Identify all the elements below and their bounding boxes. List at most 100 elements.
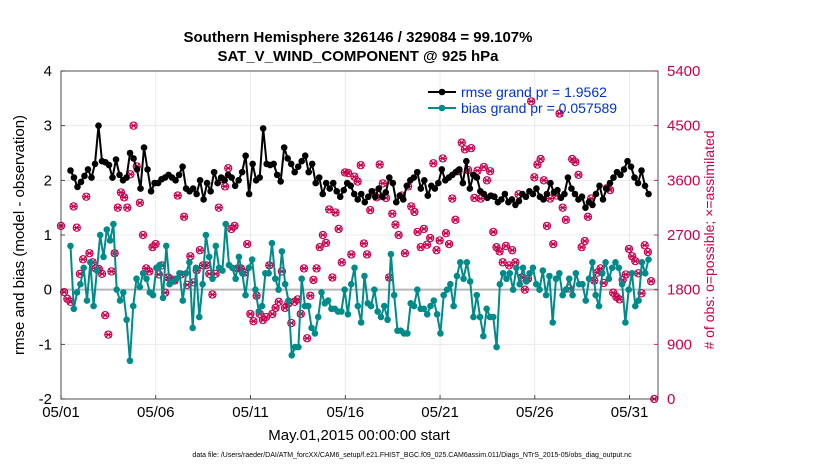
y-tick-label: 4 xyxy=(44,63,52,80)
obs-count-point xyxy=(391,220,400,229)
bias-point xyxy=(265,269,272,277)
rmse-point xyxy=(501,190,509,198)
bias-point xyxy=(595,302,603,310)
obs-count-point xyxy=(356,160,365,170)
obs-count-point xyxy=(571,157,580,167)
obs-count-point xyxy=(419,224,429,234)
obs-count-point xyxy=(378,179,387,188)
bias-point xyxy=(589,259,596,266)
bias-point xyxy=(162,242,170,250)
rmse-point xyxy=(463,157,470,165)
bias-point xyxy=(463,259,471,266)
rmse-point xyxy=(368,187,376,195)
bias-point xyxy=(139,269,147,277)
legend-bias-label: bias grand pr = 0.057589 xyxy=(461,100,617,116)
rmse-point xyxy=(361,198,369,206)
x-tick-label: 05/11 xyxy=(232,404,268,421)
bias-point xyxy=(156,261,163,269)
x-tick-label: 05/01 xyxy=(42,404,80,421)
bias-point xyxy=(539,267,547,274)
obs-count-point xyxy=(173,191,182,200)
bias-point xyxy=(410,302,418,310)
rmse-point xyxy=(491,193,498,201)
obs-count-point xyxy=(558,203,567,212)
bias-point xyxy=(347,280,355,288)
rmse-point xyxy=(617,171,624,179)
obs-count-point xyxy=(501,241,511,251)
rmse-point xyxy=(95,122,102,129)
rmse-point xyxy=(109,174,116,181)
obs-count-point xyxy=(410,207,419,217)
obs-count-point xyxy=(151,239,160,249)
obs-count-point xyxy=(394,230,403,240)
rmse-point xyxy=(77,178,85,186)
obs-count-point xyxy=(583,212,593,221)
rmse-point xyxy=(547,179,554,187)
bias-point xyxy=(612,259,619,266)
obs-count-point xyxy=(448,194,457,203)
bias-point xyxy=(275,286,282,293)
bias-point xyxy=(506,269,514,277)
obs-count-point xyxy=(249,317,258,326)
rmse-point xyxy=(414,168,421,176)
rmse-point xyxy=(81,172,88,180)
obs-count-point xyxy=(479,162,488,172)
rmse-point xyxy=(403,182,411,190)
obs-count-point xyxy=(561,215,571,224)
obs-count-point xyxy=(82,192,91,201)
bias-point xyxy=(338,308,345,315)
bias-point xyxy=(443,286,451,293)
bias-point xyxy=(341,286,348,293)
rmse-point xyxy=(645,190,652,198)
chart-title: Southern Hemisphere 326146 / 329084 = 99… xyxy=(184,29,533,46)
rmse-point xyxy=(319,190,327,198)
obs-count-point xyxy=(429,159,438,168)
obs-count-point xyxy=(508,246,517,255)
y-axis-label: rmse and bias (model - observation) xyxy=(11,115,28,355)
bias-point xyxy=(433,310,441,318)
obs-count-point xyxy=(375,160,384,169)
obs-count-point xyxy=(441,229,451,238)
bias-point xyxy=(308,324,315,332)
obs-count-point xyxy=(536,154,545,164)
obs-count-point xyxy=(214,203,223,212)
obs-count-point xyxy=(274,297,283,306)
bias-point xyxy=(585,275,593,283)
bias-point xyxy=(509,286,517,293)
obs-count-point xyxy=(347,250,356,259)
obs-count-point xyxy=(555,109,564,118)
rmse-point xyxy=(301,152,309,160)
rmse-point xyxy=(424,192,432,199)
rmse-point xyxy=(238,168,246,176)
rmse-point xyxy=(221,177,228,184)
obs-count-point xyxy=(495,247,504,256)
bias-point xyxy=(565,275,573,283)
bias-point xyxy=(143,275,150,283)
rmse-point xyxy=(599,196,607,203)
bias-point xyxy=(186,259,193,266)
bias-point xyxy=(387,250,395,258)
bias-point xyxy=(632,302,639,310)
bias-point xyxy=(605,275,613,283)
bias-point xyxy=(371,286,378,293)
bias-point xyxy=(513,264,520,272)
rmse-point xyxy=(308,160,316,168)
bias-point xyxy=(324,297,332,304)
obs-count-point xyxy=(299,264,309,273)
bias-point xyxy=(70,305,78,313)
bias-point xyxy=(523,278,530,285)
obs-count-point xyxy=(312,264,321,273)
bias-point xyxy=(582,297,590,304)
rmse-point xyxy=(196,177,204,184)
bias-point xyxy=(559,291,566,299)
bias-point xyxy=(414,286,421,293)
rmse-point xyxy=(561,190,568,198)
bias-point xyxy=(516,280,524,288)
bias-point xyxy=(133,275,140,283)
bias-point xyxy=(318,289,325,296)
rmse-point xyxy=(270,160,277,168)
obs-count-point xyxy=(328,273,337,282)
bias-point xyxy=(466,278,474,285)
legend-bias-marker xyxy=(438,104,446,112)
bias-point xyxy=(546,272,553,280)
